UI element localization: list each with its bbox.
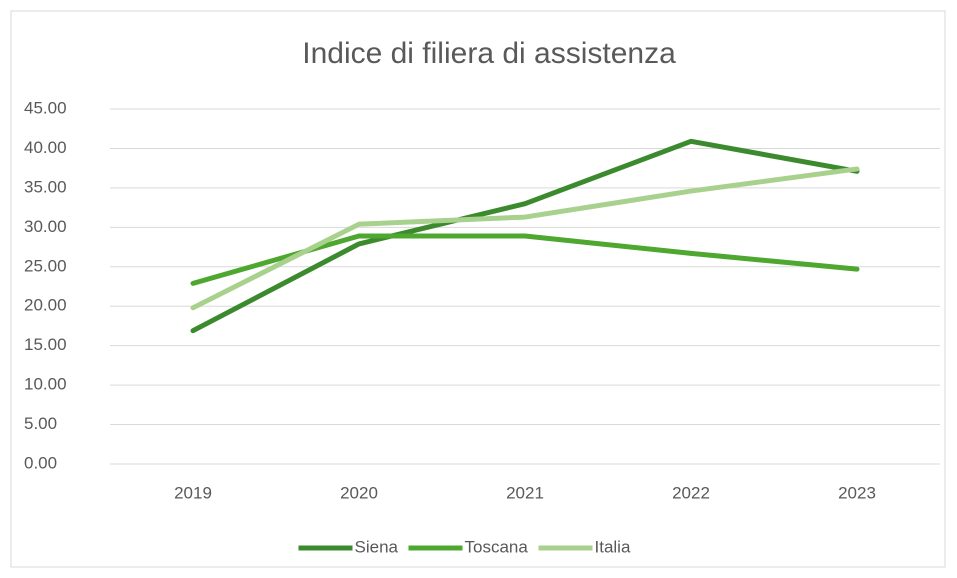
chart-title: Indice di filiera di assistenza	[302, 37, 676, 70]
y-tick-label: 0.00	[24, 453, 57, 472]
y-tick-label: 35.00	[24, 177, 67, 196]
y-tick-label: 40.00	[24, 138, 67, 157]
y-tick-label: 25.00	[24, 256, 67, 275]
series-line	[190, 138, 860, 334]
x-tick-label: 2020	[340, 483, 378, 502]
chart-border	[10, 10, 946, 568]
x-tick-label: 2019	[174, 483, 212, 502]
x-tick-label: 2022	[672, 483, 710, 502]
y-tick-label: 5.00	[24, 414, 57, 433]
y-tick-label: 10.00	[24, 375, 67, 394]
y-tick-label: 20.00	[24, 296, 67, 315]
y-tick-label: 30.00	[24, 217, 67, 236]
legend-label: Toscana	[465, 537, 529, 556]
x-tick-label: 2021	[506, 483, 544, 502]
x-tick-label: 2023	[838, 483, 876, 502]
y-tick-label: 15.00	[24, 335, 67, 354]
legend-label: Siena	[355, 537, 399, 556]
series-line	[190, 166, 860, 311]
y-tick-label: 45.00	[24, 98, 67, 117]
legend-label: Italia	[595, 537, 631, 556]
